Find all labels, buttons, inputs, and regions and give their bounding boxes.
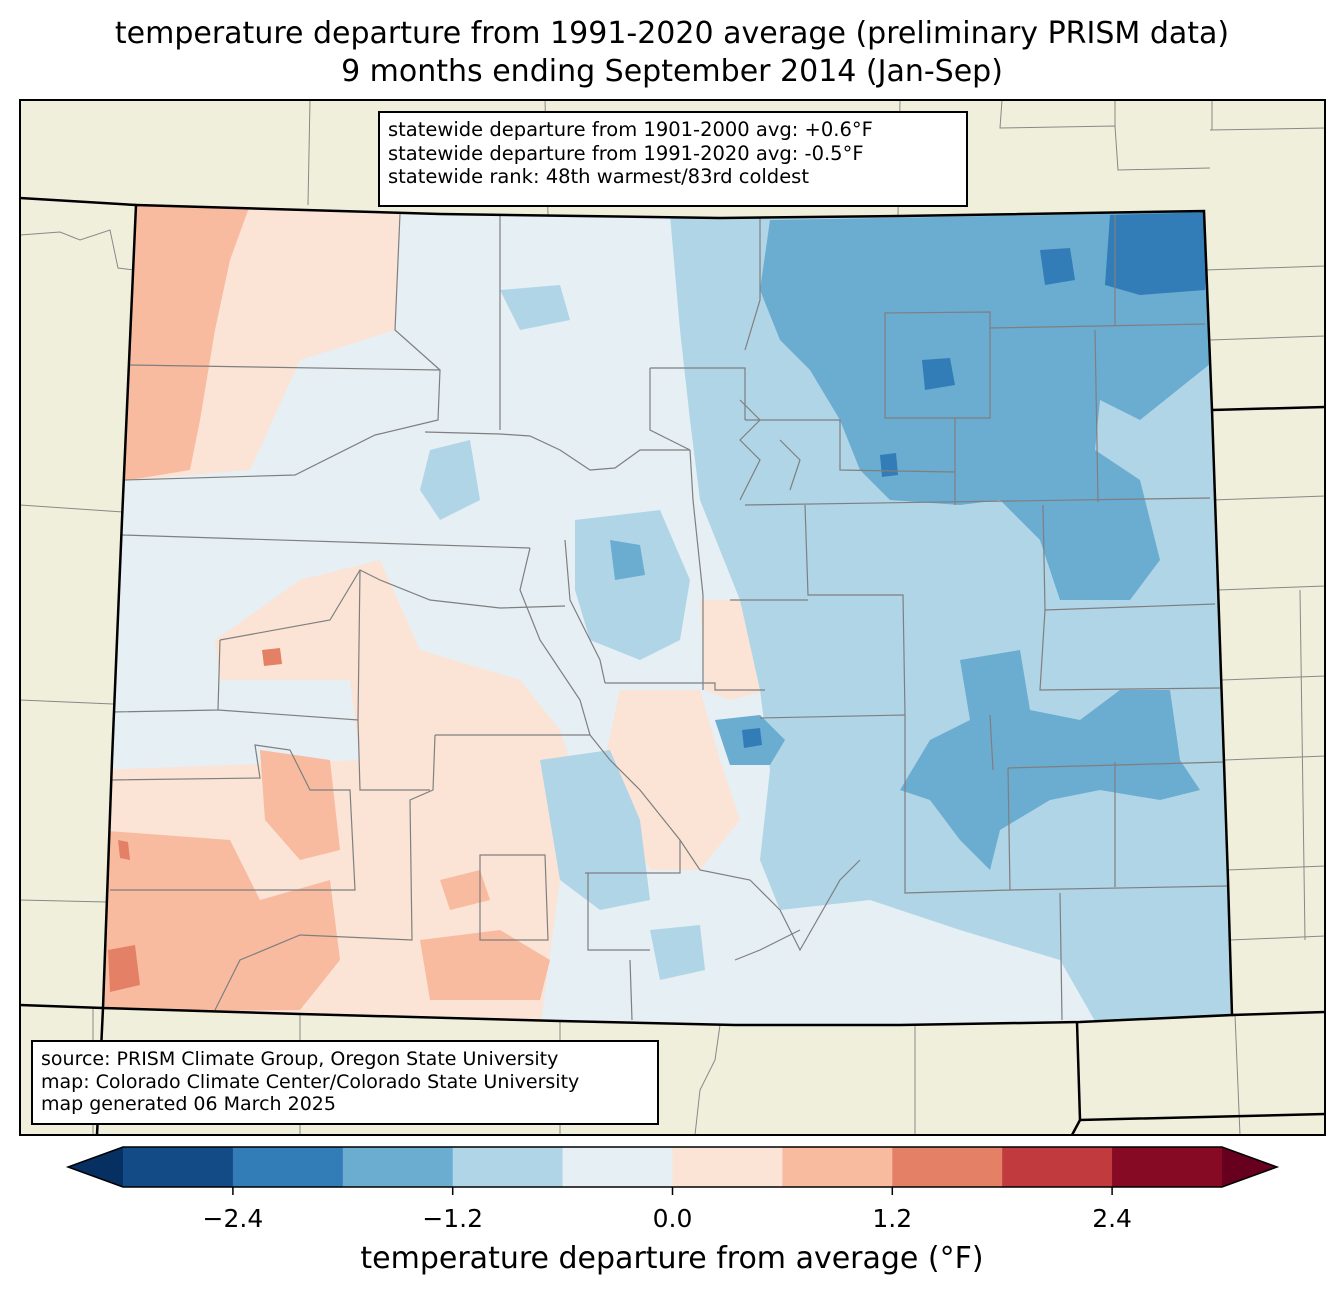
zone-warmer-southwest	[103, 830, 340, 1012]
colorbar-segment	[672, 1147, 783, 1187]
zone-cool-mtn-2	[575, 510, 690, 660]
colorbar-segment	[892, 1147, 1003, 1187]
colorbar-label: temperature departure from average (°F)	[360, 1241, 984, 1276]
colorbar-segment	[342, 1147, 454, 1187]
zone-colder-mtn-2	[610, 540, 645, 580]
zone-warmer-sw-3	[420, 930, 550, 1000]
temperature-field	[103, 205, 1232, 1025]
map-subtitle: 9 months ending September 2014 (Jan-Sep)	[341, 54, 1003, 89]
wyoming-utah-border	[20, 196, 137, 207]
zone-cool-north-park	[500, 285, 570, 330]
zone-hot-spot-west	[262, 648, 282, 666]
zone-cool-sangre	[540, 750, 650, 910]
colorbar-tick-label: −2.4	[202, 1204, 264, 1233]
arizona-nm-border	[20, 1003, 104, 1010]
colorbar-segment	[232, 1147, 344, 1187]
colorbar-tick-label: 1.2	[872, 1204, 913, 1233]
kansas-oklahoma-border	[1231, 1010, 1325, 1017]
colorbar-segment	[562, 1147, 673, 1187]
zone-hot-spot-sw-2	[118, 840, 130, 860]
colorbar-tick-label: 0.0	[652, 1204, 693, 1233]
zone-cold-spot-ne-2	[922, 358, 955, 390]
credits-map: map: Colorado Climate Center/Colorado St…	[41, 1070, 580, 1093]
map-panel	[20, 100, 1325, 1135]
zone-coldest-northeast	[1105, 212, 1210, 295]
kansas-nebraska-border	[1211, 405, 1325, 412]
colorbar-tick-label: −1.2	[422, 1204, 484, 1233]
colorbar-outline	[65, 1146, 1280, 1188]
texas-nm-border	[1070, 1119, 1082, 1135]
zone-warmer-nw-2	[150, 255, 210, 330]
zone-warmer-sw-4	[440, 870, 490, 910]
statewide-stats-box: statewide departure from 1901-2000 avg: …	[378, 111, 968, 207]
colorbar-segment	[1112, 1147, 1223, 1187]
zone-cold-spot-pueblo	[742, 728, 762, 748]
colorbar-over-arrow	[1222, 1147, 1277, 1187]
stats-departure-1901: statewide departure from 1901-2000 avg: …	[388, 118, 873, 141]
colorbar-under-arrow	[68, 1147, 123, 1187]
credits-generated: map generated 06 March 2025	[41, 1093, 336, 1115]
zone-hot-spot-sw	[108, 945, 140, 992]
colorbar-segment	[452, 1147, 564, 1187]
stats-rank: statewide rank: 48th warmest/83rd coldes…	[388, 165, 809, 188]
zone-cold-spot-ne	[1040, 248, 1075, 285]
colorado-border	[101, 203, 1234, 1027]
stats-departure-1991: statewide departure from 1991-2020 avg: …	[388, 141, 864, 165]
colorbar-tick-label: 2.4	[1092, 1204, 1132, 1233]
zone-warmer-sw-2	[260, 750, 340, 860]
zone-cool-south	[650, 925, 705, 980]
zone-colder-northeast	[760, 212, 1215, 600]
credits-box: source: PRISM Climate Group, Oregon Stat…	[31, 1040, 659, 1125]
map-frame	[19, 99, 1326, 1136]
map-title: temperature departure from 1991-2020 ave…	[114, 16, 1230, 51]
colorbar	[65, 1146, 1280, 1195]
zone-neutral-southeast	[830, 960, 1100, 1025]
zone-cold-spot-ne-3	[880, 453, 898, 477]
zone-cool-mtn-1	[420, 440, 480, 520]
zone-colder-southeast	[900, 650, 1200, 870]
credits-source: source: PRISM Climate Group, Oregon Stat…	[41, 1048, 559, 1070]
colorbar-segment	[1002, 1147, 1113, 1187]
colorbar-segment	[782, 1147, 893, 1187]
colorbar-segment	[123, 1147, 234, 1187]
county-lines	[109, 213, 1229, 1021]
